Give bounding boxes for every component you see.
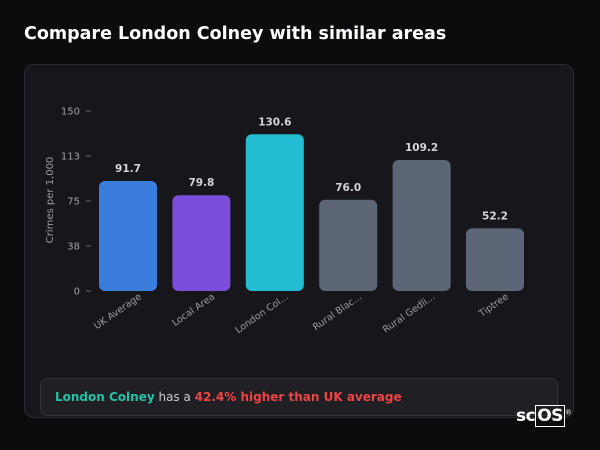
bar-value-label: 79.8 xyxy=(188,177,214,189)
x-tick-label: Tiptree xyxy=(476,291,511,320)
bar[interactable] xyxy=(99,180,157,291)
bar[interactable] xyxy=(466,228,524,291)
page-title: Compare London Colney with similar areas xyxy=(24,24,447,44)
x-tick-label: London Col... xyxy=(233,291,290,336)
x-tick-label: Rural Gedli... xyxy=(381,291,437,335)
logo-text: sc xyxy=(516,406,536,426)
y-tick-label: 0 xyxy=(74,287,80,298)
y-tick-label: 38 xyxy=(67,242,80,253)
bar[interactable] xyxy=(392,159,451,291)
bars xyxy=(99,134,524,291)
registered-mark: ® xyxy=(564,408,572,417)
y-axis: 0 38 75 113 150 xyxy=(61,107,91,298)
bar[interactable] xyxy=(319,199,378,291)
comparison-summary: London Colney has a 42.4% higher than UK… xyxy=(40,378,558,416)
summary-area-name: London Colney xyxy=(55,390,155,404)
bar-value-label: 76.0 xyxy=(335,182,361,194)
bar-value-label: 130.6 xyxy=(258,116,291,128)
bar[interactable] xyxy=(172,195,231,291)
y-axis-label: Crimes per 1,000 xyxy=(45,157,56,244)
logo-box-text: OS xyxy=(535,405,565,427)
summary-highlight: 42.4% higher than UK average xyxy=(194,390,402,404)
value-labels: 91.7 79.8 130.6 76.0 109.2 52.2 xyxy=(115,116,508,222)
bar-value-label: 91.7 xyxy=(115,163,141,175)
x-axis: UK Average Local Area London Col... Rural B… xyxy=(92,291,511,336)
x-tick-label: Rural Blac... xyxy=(311,291,364,333)
y-tick-label: 113 xyxy=(61,152,80,163)
bar-value-label: 52.2 xyxy=(482,210,508,222)
x-tick-label: UK Average xyxy=(92,291,144,332)
scos-logo: sc OS ® xyxy=(516,405,572,427)
bar-value-label: 109.2 xyxy=(405,142,438,154)
x-tick-label: Local Area xyxy=(170,291,217,328)
summary-connector: has a xyxy=(154,390,195,404)
y-tick-label: 150 xyxy=(61,107,80,118)
y-tick-label: 75 xyxy=(67,197,80,208)
bar[interactable] xyxy=(245,134,304,291)
